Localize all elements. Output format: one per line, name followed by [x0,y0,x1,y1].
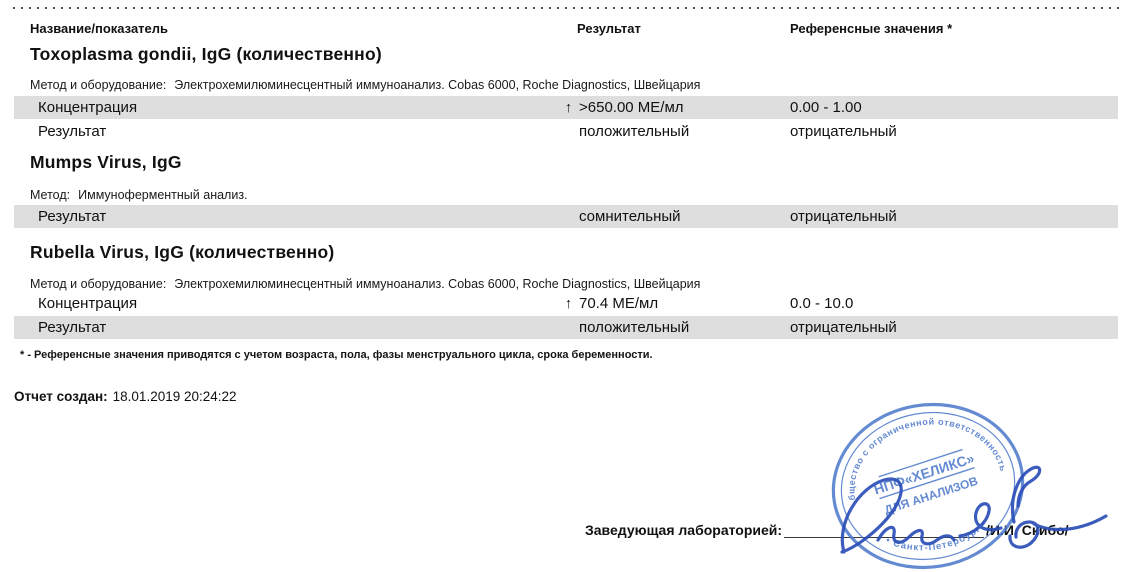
method-line: Метод и оборудование: Электрохемилюминесц… [30,277,700,291]
table-row: Концентрация ↑ 70.4 МЕ/мл 0.0 - 10.0 [14,292,1118,315]
column-header-result: Результат [577,20,641,36]
stamp-org-name: НПФ«ХЕЛИКС» [872,450,977,498]
signatory-name: /И.И. Скибо/ [986,522,1069,538]
table-row: Результат положительный отрицательный [14,316,1118,339]
page-top-dotted-divider [13,7,1119,9]
row-reference: отрицательный [790,123,897,140]
row-result-cell: ↑ 70.4 МЕ/мл [558,295,788,312]
method-label: Метод и оборудование: [30,78,167,92]
row-name: Результат [38,319,107,336]
stamp-ring-text-top: общество с ограниченной ответственностью [778,392,1009,514]
method-label: Метод: [30,188,71,202]
section-title-mumps: Mumps Virus, IgG [30,152,182,172]
row-name: Концентрация [38,99,138,116]
stamp-rings [831,402,1025,570]
method-value: Иммуноферментный анализ. [78,188,248,202]
signature-role-label: Заведующая лабораторией: [585,522,783,538]
row-name: Результат [38,123,107,140]
report-created-label: Отчет создан: [14,389,108,404]
signature-scribble [840,465,1108,554]
row-result-value: сомнительный [579,208,681,225]
report-created-value: 18.01.2019 20:24:22 [112,389,237,404]
method-label: Метод и оборудование: [30,277,167,291]
row-name: Концентрация [38,295,138,312]
table-row: Концентрация ↑ >650.00 МЕ/мл 0.00 - 1.00 [14,96,1118,119]
svg-text:общество с ограниченной ответс: общество с ограниченной ответственностью [778,392,1009,514]
arrow-up-icon: ↑ [564,99,573,116]
row-result-cell: положительный [558,319,788,336]
arrow-up-icon: ↑ [564,295,573,312]
row-result-value: 70.4 МЕ/мл [579,295,659,312]
method-value: Электрохемилюминесцентный иммуноанализ. … [174,78,701,92]
reference-footnote: * - Референсные значения приводятся с уч… [20,349,653,361]
row-reference: 0.00 - 1.00 [790,99,862,116]
row-reference: отрицательный [790,208,897,225]
row-result-cell: ↑ >650.00 МЕ/мл [558,99,788,116]
column-header-name: Название/показатель [30,20,169,36]
method-line: Метод: Иммуноферментный анализ. [30,188,248,202]
row-reference: отрицательный [790,319,897,336]
table-header-row: Название/показатель Результат Референсны… [14,18,1118,38]
row-name: Результат [38,208,107,225]
row-result-value: положительный [579,123,690,140]
row-result-value: >650.00 МЕ/мл [579,99,684,116]
method-line: Метод и оборудование: Электрохемилюминесц… [30,78,700,92]
row-result-cell: сомнительный [558,208,788,225]
table-row: Результат положительный отрицательный [14,120,1118,143]
report-created-line: Отчет создан: 18.01.2019 20:24:22 [14,389,237,404]
signature-row: Заведующая лабораторией: /И.И. Скибо/ [585,522,1069,538]
row-reference: 0.0 - 10.0 [790,295,854,312]
stamp-purpose-text: ДЛЯ АНАЛИЗОВ [883,474,980,518]
row-result-value: положительный [579,319,690,336]
row-result-cell: положительный [558,123,788,140]
section-title-rubella: Rubella Virus, IgG (количественно) [30,242,335,262]
method-value: Электрохемилюминесцентный иммуноанализ. … [174,277,701,291]
lab-stamp: общество с ограниченной ответственностью… [778,392,1108,570]
column-header-reference: Референсные значения * [790,20,953,36]
section-title-toxoplasma: Toxoplasma gondii, IgG (количественно) [30,44,382,64]
table-row: Результат сомнительный отрицательный [14,205,1118,228]
signature-line [784,522,985,538]
